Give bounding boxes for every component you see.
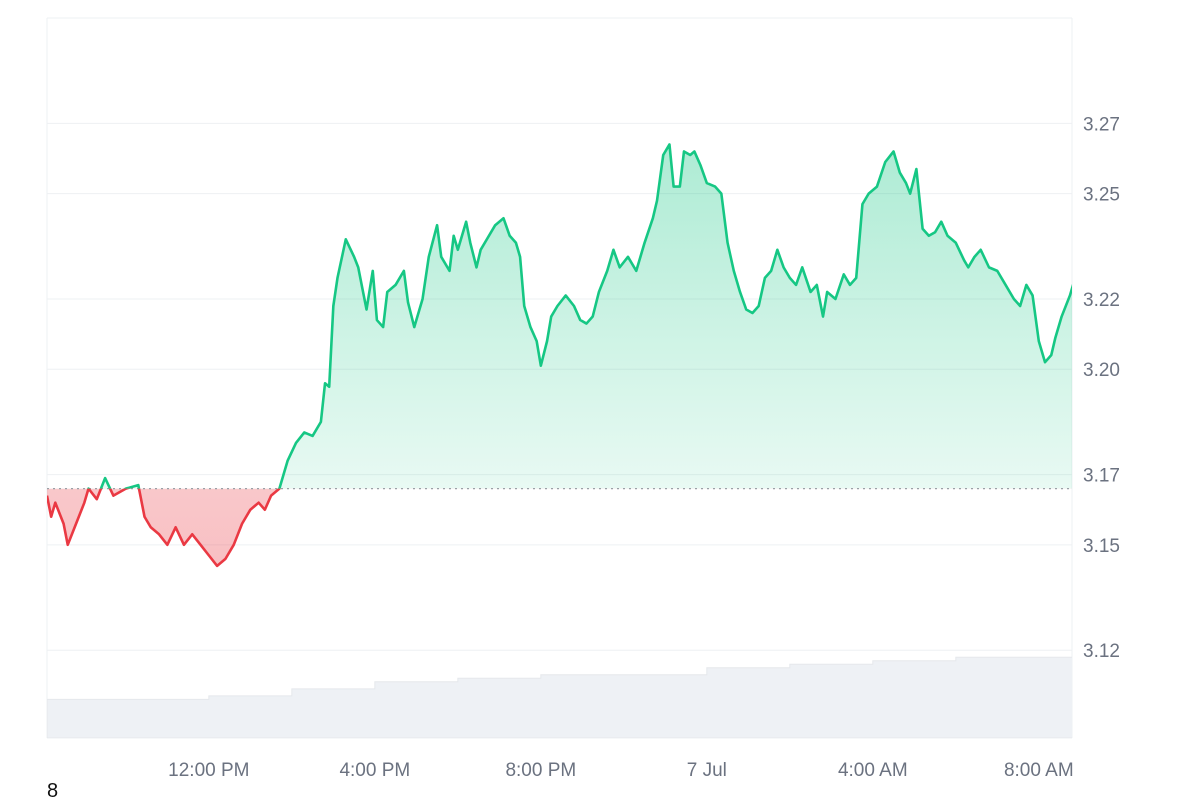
up-line bbox=[87, 143, 1072, 489]
y-tick-label: 3.17 bbox=[1083, 466, 1120, 487]
y-tick-label: 3.15 bbox=[1083, 536, 1120, 557]
down-area bbox=[47, 488, 280, 566]
x-tick-label: 7 Jul bbox=[687, 760, 727, 781]
y-tick-label: 3.20 bbox=[1083, 360, 1120, 381]
y-tick-label: 3.25 bbox=[1083, 185, 1120, 206]
x-tick-label: 4:00 PM bbox=[339, 760, 410, 781]
x-tick-label: 4:00 AM bbox=[838, 760, 908, 781]
x-axis-labels: 12:00 PM 4:00 PM 8:00 PM 7 Jul 4:00 AM 8:00 A… bbox=[168, 760, 1073, 781]
y-tick-label: 3.12 bbox=[1083, 641, 1120, 662]
x-tick-label: 8:00 PM bbox=[505, 760, 576, 781]
price-line bbox=[47, 143, 1072, 568]
x-tick-label: 8:00 AM bbox=[1004, 760, 1074, 781]
price-area-fill bbox=[47, 144, 1072, 566]
y-tick-label: 3.22 bbox=[1083, 290, 1120, 311]
x-tick-label: 12:00 PM bbox=[168, 760, 249, 781]
volume-area bbox=[47, 656, 1072, 738]
volume-bars bbox=[47, 656, 1072, 738]
y-axis-labels: 3.12 3.15 3.17 3.20 3.22 3.25 3.27 bbox=[1083, 114, 1120, 662]
y-tick-label: 3.27 bbox=[1083, 114, 1120, 135]
up-area bbox=[47, 144, 1072, 489]
corner-label: 8 bbox=[47, 780, 59, 802]
down-line bbox=[47, 488, 281, 568]
